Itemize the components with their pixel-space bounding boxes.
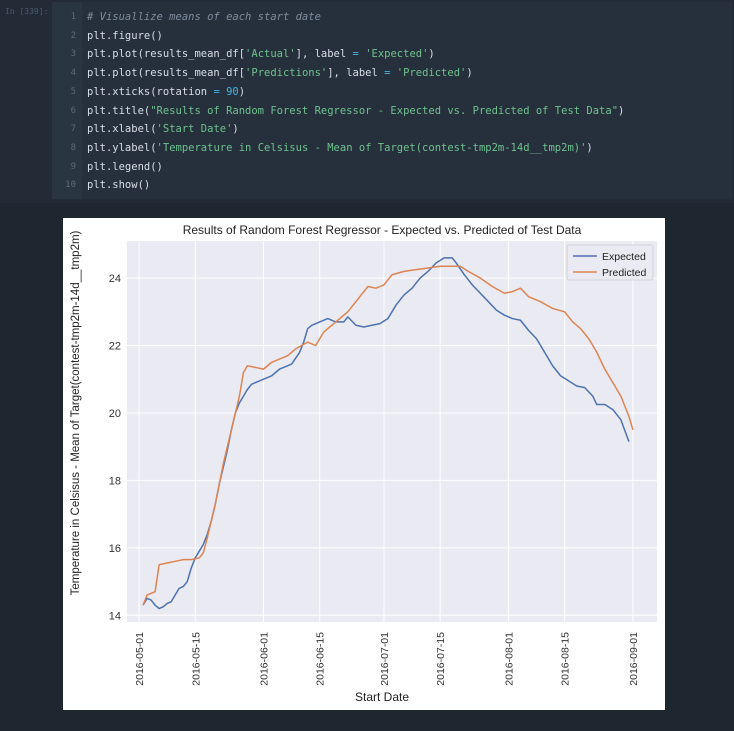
- code-editor[interactable]: [52, 2, 732, 199]
- x-tick-label: 2016-06-15: [315, 632, 327, 686]
- x-tick-label: 2016-08-01: [503, 632, 515, 686]
- code-line: # Visuallize means of each start date: [87, 11, 321, 23]
- series-line-predicted: [142, 265, 634, 606]
- plot-area: [127, 241, 657, 622]
- y-axis-label: Temperature in Celsisus - Mean of Target…: [70, 230, 82, 595]
- x-tick-labels: 2016-05-01 2016-05-15 2016-06-01 2016-06-15…: [134, 632, 640, 686]
- code-token: plt.plot(results_mean_df[: [87, 67, 246, 80]
- line-number: 10: [65, 180, 76, 191]
- code-token: =: [384, 67, 391, 80]
- x-tick-label: 2016-08-15: [560, 632, 572, 686]
- series-line-expected: [142, 257, 630, 610]
- code-token: plt.figure(): [87, 29, 163, 42]
- code-token: plt.ylabel(: [87, 141, 157, 154]
- line-chart: 14 16 18 20 22 24 2016-05-01 2016-05-15 2016-06…: [70, 223, 657, 704]
- y-tick-label: 16: [109, 543, 121, 555]
- code-token: ): [618, 104, 625, 117]
- code-line: plt.legend(): [87, 161, 163, 173]
- line-number: 8: [70, 142, 76, 153]
- cell-prompt: In [339]:: [5, 7, 49, 16]
- line-number: 7: [70, 124, 76, 135]
- code-token: ): [586, 141, 593, 154]
- code-token: plt.show(): [87, 179, 151, 192]
- x-tick-label: 2016-06-01: [259, 632, 271, 686]
- code-token: plt.xticks(rotation: [87, 85, 214, 98]
- code-line: plt.title("Results of Random Forest Regr…: [87, 105, 624, 117]
- line-number: 1: [70, 12, 76, 22]
- code-token: ], label: [327, 67, 385, 80]
- code-token: 'Predicted': [396, 67, 467, 80]
- line-number: 3: [70, 49, 76, 60]
- x-tick-label: 2016-05-15: [190, 632, 202, 686]
- legend-label: Predicted: [602, 267, 647, 279]
- code-token: plt.legend(): [87, 160, 163, 173]
- x-tick-label: 2016-09-01: [628, 632, 640, 686]
- legend: Expected Predicted: [566, 244, 654, 281]
- code-token: ): [466, 67, 473, 80]
- y-tick-labels: 14 16 18 20 22 24: [109, 273, 121, 622]
- code-token: 'Start Date': [156, 123, 233, 136]
- code-token: 'Expected': [365, 48, 429, 61]
- code-line: plt.ylabel('Temperature in Celsisus - Me…: [87, 142, 593, 154]
- code-token: 90: [226, 85, 239, 98]
- code-token: ], label: [295, 48, 353, 61]
- legend-label: Expected: [602, 251, 646, 263]
- code-line: plt.xlabel('Start Date'): [87, 123, 239, 135]
- code-token: # Visuallize means of each start date: [87, 11, 321, 23]
- x-tick-label: 2016-05-01: [134, 632, 146, 686]
- code-line: plt.plot(results_mean_df['Predictions'],…: [87, 67, 473, 79]
- y-tick-label: 18: [109, 475, 121, 487]
- code-line: plt.plot(results_mean_df['Actual'], labe…: [87, 48, 435, 60]
- line-number: 9: [70, 161, 76, 172]
- x-tick-label: 2016-07-01: [379, 632, 391, 686]
- line-number: 2: [70, 30, 76, 41]
- code-token: plt.xlabel(: [87, 123, 157, 136]
- grid: [127, 241, 657, 622]
- series-lines: [142, 257, 634, 610]
- y-tick-label: 22: [109, 341, 121, 353]
- code-cell[interactable]: In [339]: 1 # Visuallize means of each st…: [0, 0, 734, 203]
- code-line: plt.xticks(rotation = 90): [87, 86, 245, 98]
- code-token: plt.title(: [87, 104, 151, 117]
- code-token: ): [428, 48, 435, 61]
- line-number: 4: [70, 68, 76, 79]
- code-token: =: [213, 85, 220, 98]
- code-token: 'Temperature in Celsisus - Mean of Targe…: [156, 141, 587, 154]
- code-token: ): [238, 85, 246, 98]
- y-tick-label: 14: [109, 610, 121, 622]
- y-tick-label: 24: [109, 273, 121, 285]
- line-number: 6: [70, 105, 76, 116]
- code-token: plt.plot(results_mean_df[: [87, 48, 246, 61]
- x-tick-label: 2016-07-15: [435, 632, 447, 686]
- code-token: =: [352, 48, 359, 61]
- code-token: ): [232, 123, 239, 136]
- code-token: 'Predictions': [245, 67, 328, 80]
- chart-figure: 14 16 18 20 22 24 2016-05-01 2016-05-15 2016-06…: [63, 218, 665, 710]
- x-axis-label: Start Date: [355, 690, 409, 704]
- code-line: plt.show(): [87, 179, 150, 191]
- y-tick-label: 20: [109, 408, 121, 420]
- line-number: 5: [70, 86, 76, 97]
- code-line: plt.figure(): [87, 30, 163, 42]
- code-token: "Results of Random Forest Regressor - Ex…: [150, 104, 619, 117]
- code-token: 'Actual': [245, 48, 296, 61]
- chart-title: Results of Random Forest Regressor - Exp…: [183, 223, 582, 237]
- line-number-gutter: [52, 2, 82, 199]
